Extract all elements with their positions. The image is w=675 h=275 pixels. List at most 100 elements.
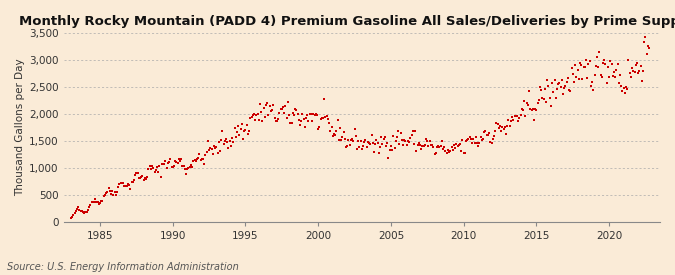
Point [193,156,204,160]
Point [161,166,172,170]
Point [349,126,360,131]
Point [364,141,375,145]
Point [597,61,608,65]
Point [73,205,84,209]
Point [383,156,394,161]
Point [572,68,583,72]
Point [74,207,85,212]
Point [288,111,298,115]
Point [389,145,400,150]
Point [114,182,125,186]
Point [460,150,470,155]
Point [251,112,262,117]
Point [353,139,364,143]
Point [310,111,321,116]
Point [410,128,421,133]
Point [175,158,186,163]
Point [330,133,341,137]
Point [463,137,474,141]
Point [158,162,169,166]
Point [167,165,178,170]
Point [612,62,623,67]
Point [525,107,536,112]
Point [571,75,582,79]
Point [172,161,183,166]
Point [313,127,323,132]
Point [599,57,610,62]
Point [421,136,431,141]
Point [138,178,149,182]
Point [519,98,530,103]
Point [373,151,384,155]
Point [170,159,181,163]
Point [186,163,196,167]
Point [425,143,436,147]
Point [580,57,591,62]
Point [275,107,286,112]
Point [611,68,622,73]
Point [346,138,356,142]
Point [466,137,477,141]
Point [324,121,335,125]
Point [103,186,114,190]
Point [401,142,412,147]
Point [207,152,218,157]
Point [603,64,614,69]
Point [244,129,254,133]
Point [419,143,430,148]
Point [489,133,500,138]
Point [281,116,292,120]
Point [503,117,514,122]
Point [115,181,126,186]
Point [566,65,577,70]
Point [111,190,122,194]
Point [630,62,641,67]
Point [78,210,88,214]
Point [259,106,269,111]
Title: Monthly Rocky Mountain (PADD 4) Premium Gasoline All Sales/Deliveries by Prime S: Monthly Rocky Mountain (PADD 4) Premium … [19,15,675,28]
Point [247,113,258,117]
Point [291,108,302,112]
Point [122,184,132,188]
Point [321,114,332,118]
Point [632,71,643,75]
Point [343,138,354,142]
Point [624,71,635,75]
Point [524,89,535,94]
Point [75,208,86,213]
Point [464,135,475,139]
Point [105,191,116,196]
Point [469,141,480,146]
Point [236,122,247,126]
Point [450,145,460,150]
Point [317,116,327,120]
Point [587,80,597,84]
Point [68,213,79,218]
Point [382,141,393,145]
Point [366,133,377,138]
Point [199,162,210,166]
Point [589,73,600,77]
Point [128,178,139,182]
Point [541,100,551,104]
Point [481,133,492,137]
Point [206,147,217,152]
Point [396,138,407,142]
Point [273,117,284,121]
Point [241,123,252,128]
Point [390,139,401,144]
Point [423,144,434,148]
Point [271,119,281,123]
Point [93,202,104,207]
Point [405,136,416,140]
Point [333,138,344,142]
Point [212,151,223,155]
Point [518,108,529,112]
Point [408,142,419,146]
Point [222,140,233,145]
Point [109,190,120,194]
Point [585,59,595,64]
Point [576,62,587,67]
Point [400,139,411,143]
Point [113,185,124,189]
